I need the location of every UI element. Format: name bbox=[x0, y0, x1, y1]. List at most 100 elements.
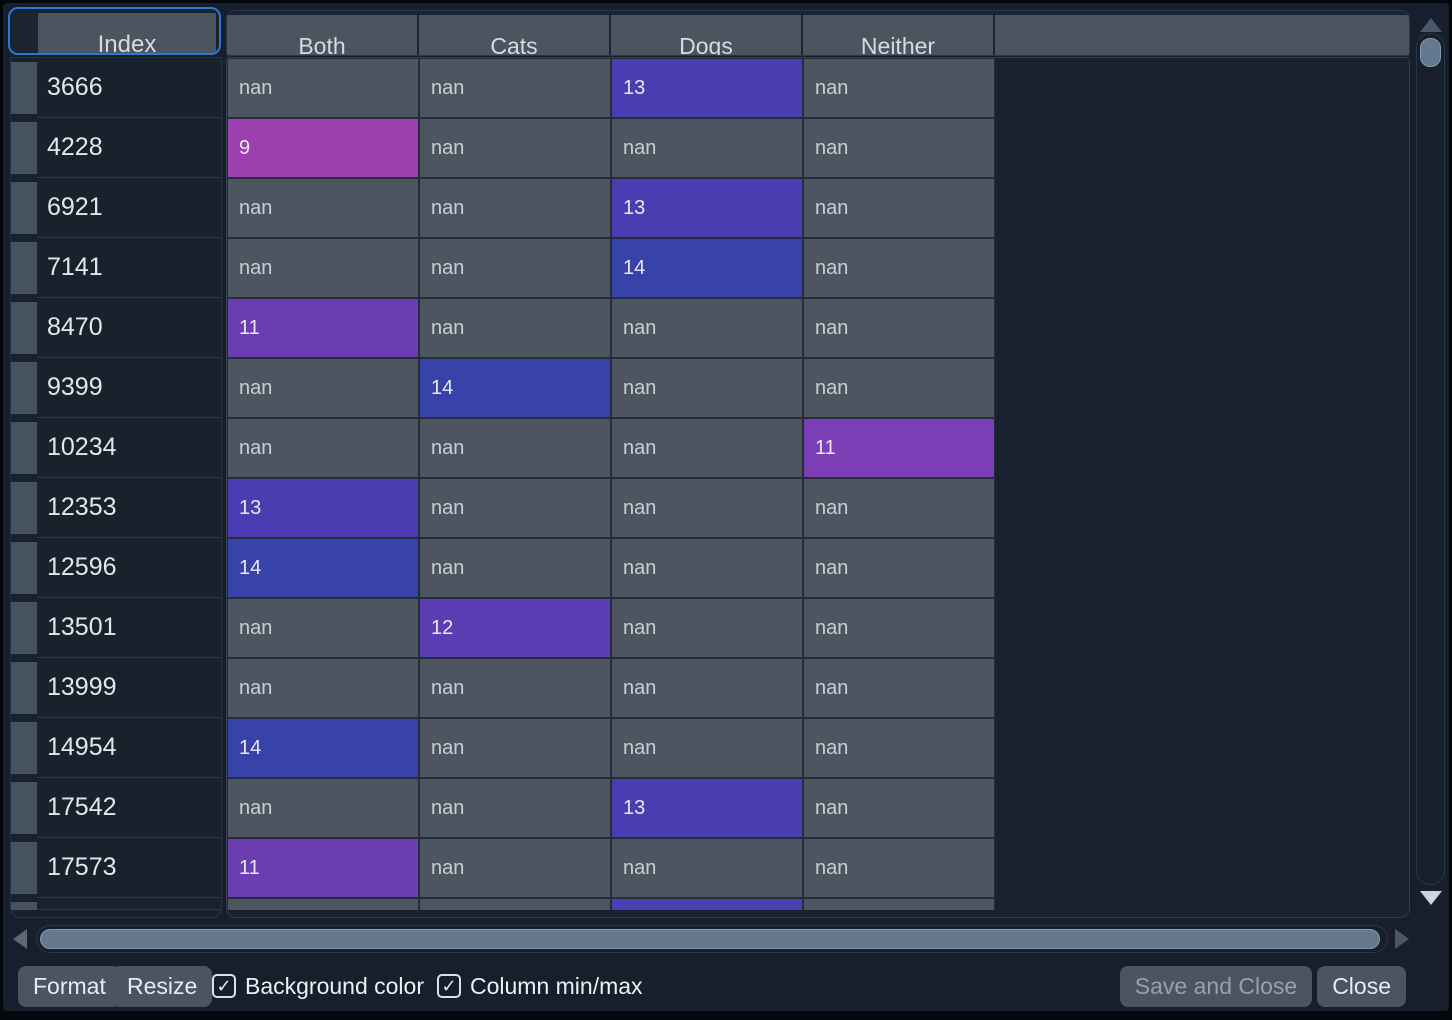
corner-select-all-cell[interactable] bbox=[12, 12, 38, 53]
table-cell[interactable]: nan bbox=[803, 118, 995, 178]
row-gutter[interactable] bbox=[11, 902, 37, 910]
table-cell[interactable]: nan bbox=[419, 118, 611, 178]
row-index-label[interactable] bbox=[37, 898, 221, 910]
table-cell[interactable]: nan bbox=[803, 58, 995, 118]
table-cell[interactable]: 11 bbox=[803, 418, 995, 478]
table-cell[interactable]: nan bbox=[611, 718, 803, 778]
table-cell[interactable]: nan bbox=[803, 658, 995, 718]
background-color-checkbox-group[interactable]: ✓ Background color bbox=[212, 973, 424, 1000]
table-cell[interactable]: nan bbox=[803, 598, 995, 658]
table-cell[interactable]: nan bbox=[803, 478, 995, 538]
table-cell[interactable]: nan bbox=[227, 58, 419, 118]
scroll-left-arrow-icon[interactable] bbox=[13, 929, 27, 949]
scroll-right-arrow-icon[interactable] bbox=[1395, 929, 1409, 949]
table-cell[interactable]: 13 bbox=[227, 478, 419, 538]
row-gutter[interactable] bbox=[11, 242, 37, 294]
table-cell[interactable]: nan bbox=[611, 118, 803, 178]
row-index-label[interactable]: 3666 bbox=[37, 58, 221, 118]
table-cell[interactable]: nan bbox=[803, 358, 995, 418]
row-gutter[interactable] bbox=[11, 302, 37, 354]
row-gutter[interactable] bbox=[11, 782, 37, 834]
table-cell[interactable]: 14 bbox=[419, 358, 611, 418]
row-index-label[interactable]: 6921 bbox=[37, 178, 221, 238]
column-header-index[interactable]: Index bbox=[38, 13, 216, 53]
resize-button[interactable]: Resize bbox=[112, 966, 213, 1007]
table-cell[interactable]: nan bbox=[803, 238, 995, 298]
horizontal-scrollbar-thumb[interactable] bbox=[40, 929, 1380, 949]
row-index-label[interactable]: 13999 bbox=[37, 658, 221, 718]
row-index-label[interactable]: 12596 bbox=[37, 538, 221, 598]
table-cell[interactable]: 14 bbox=[227, 538, 419, 598]
table-cell[interactable]: nan bbox=[611, 298, 803, 358]
row-gutter[interactable] bbox=[11, 482, 37, 534]
row-gutter[interactable] bbox=[11, 422, 37, 474]
row-gutter[interactable] bbox=[11, 62, 37, 114]
vertical-scrollbar-thumb[interactable] bbox=[1420, 38, 1441, 67]
row-gutter[interactable] bbox=[11, 542, 37, 594]
table-cell[interactable]: nan bbox=[419, 538, 611, 598]
row-gutter[interactable] bbox=[11, 122, 37, 174]
row-gutter[interactable] bbox=[11, 662, 37, 714]
row-index-label[interactable]: 8470 bbox=[37, 298, 221, 358]
table-cell[interactable] bbox=[227, 898, 419, 910]
close-button[interactable]: Close bbox=[1317, 966, 1406, 1007]
table-cell[interactable]: 13 bbox=[611, 778, 803, 838]
table-cell[interactable] bbox=[419, 898, 611, 910]
table-cell[interactable]: nan bbox=[803, 538, 995, 598]
table-cell[interactable]: nan bbox=[803, 178, 995, 238]
table-cell[interactable] bbox=[803, 898, 995, 910]
table-cell[interactable]: 13 bbox=[611, 58, 803, 118]
table-cell[interactable]: nan bbox=[611, 538, 803, 598]
table-cell[interactable]: nan bbox=[419, 658, 611, 718]
column-header[interactable]: Both bbox=[227, 15, 419, 55]
column-minmax-checkbox-group[interactable]: ✓ Column min/max bbox=[437, 973, 643, 1000]
row-index-label[interactable]: 17573 bbox=[37, 838, 221, 898]
format-button[interactable]: Format bbox=[18, 966, 121, 1007]
table-cell[interactable]: nan bbox=[419, 418, 611, 478]
scroll-down-arrow-icon[interactable] bbox=[1420, 891, 1442, 905]
table-cell[interactable]: 12 bbox=[419, 598, 611, 658]
row-gutter[interactable] bbox=[11, 182, 37, 234]
row-index-label[interactable]: 9399 bbox=[37, 358, 221, 418]
column-header[interactable]: Neither bbox=[803, 15, 995, 55]
table-cell[interactable]: 14 bbox=[227, 718, 419, 778]
horizontal-scrollbar-track[interactable] bbox=[36, 925, 1388, 953]
table-cell[interactable]: nan bbox=[419, 778, 611, 838]
row-index-label[interactable]: 7141 bbox=[37, 238, 221, 298]
column-minmax-checkbox[interactable]: ✓ bbox=[437, 974, 461, 998]
table-cell[interactable]: nan bbox=[227, 778, 419, 838]
table-cell[interactable]: nan bbox=[611, 658, 803, 718]
table-cell[interactable]: nan bbox=[803, 298, 995, 358]
row-index-label[interactable]: 12353 bbox=[37, 478, 221, 538]
row-index-label[interactable]: 4228 bbox=[37, 118, 221, 178]
table-cell[interactable]: nan bbox=[419, 718, 611, 778]
table-cell[interactable]: 11 bbox=[227, 838, 419, 898]
row-gutter[interactable] bbox=[11, 602, 37, 654]
column-header[interactable]: Dogs bbox=[611, 15, 803, 55]
background-color-checkbox[interactable]: ✓ bbox=[212, 974, 236, 998]
vertical-scrollbar-track[interactable] bbox=[1416, 33, 1445, 885]
table-cell[interactable]: nan bbox=[803, 838, 995, 898]
column-header[interactable]: Cats bbox=[419, 15, 611, 55]
table-cell[interactable]: nan bbox=[419, 298, 611, 358]
table-cell[interactable]: 13 bbox=[611, 178, 803, 238]
table-cell[interactable]: 14 bbox=[611, 238, 803, 298]
table-cell[interactable]: nan bbox=[419, 238, 611, 298]
row-gutter[interactable] bbox=[11, 842, 37, 894]
table-cell[interactable]: nan bbox=[803, 778, 995, 838]
row-gutter[interactable] bbox=[11, 362, 37, 414]
table-cell[interactable]: nan bbox=[227, 358, 419, 418]
table-cell[interactable]: nan bbox=[419, 478, 611, 538]
table-cell[interactable]: nan bbox=[227, 598, 419, 658]
table-cell[interactable]: nan bbox=[419, 838, 611, 898]
table-cell[interactable]: nan bbox=[419, 178, 611, 238]
table-cell[interactable]: nan bbox=[227, 658, 419, 718]
table-cell[interactable]: nan bbox=[227, 238, 419, 298]
scroll-up-arrow-icon[interactable] bbox=[1420, 18, 1442, 32]
table-cell[interactable]: 11 bbox=[227, 298, 419, 358]
table-cell[interactable]: nan bbox=[419, 58, 611, 118]
table-cell[interactable]: nan bbox=[227, 418, 419, 478]
row-index-label[interactable]: 10234 bbox=[37, 418, 221, 478]
row-index-label[interactable]: 17542 bbox=[37, 778, 221, 838]
row-gutter[interactable] bbox=[11, 722, 37, 774]
